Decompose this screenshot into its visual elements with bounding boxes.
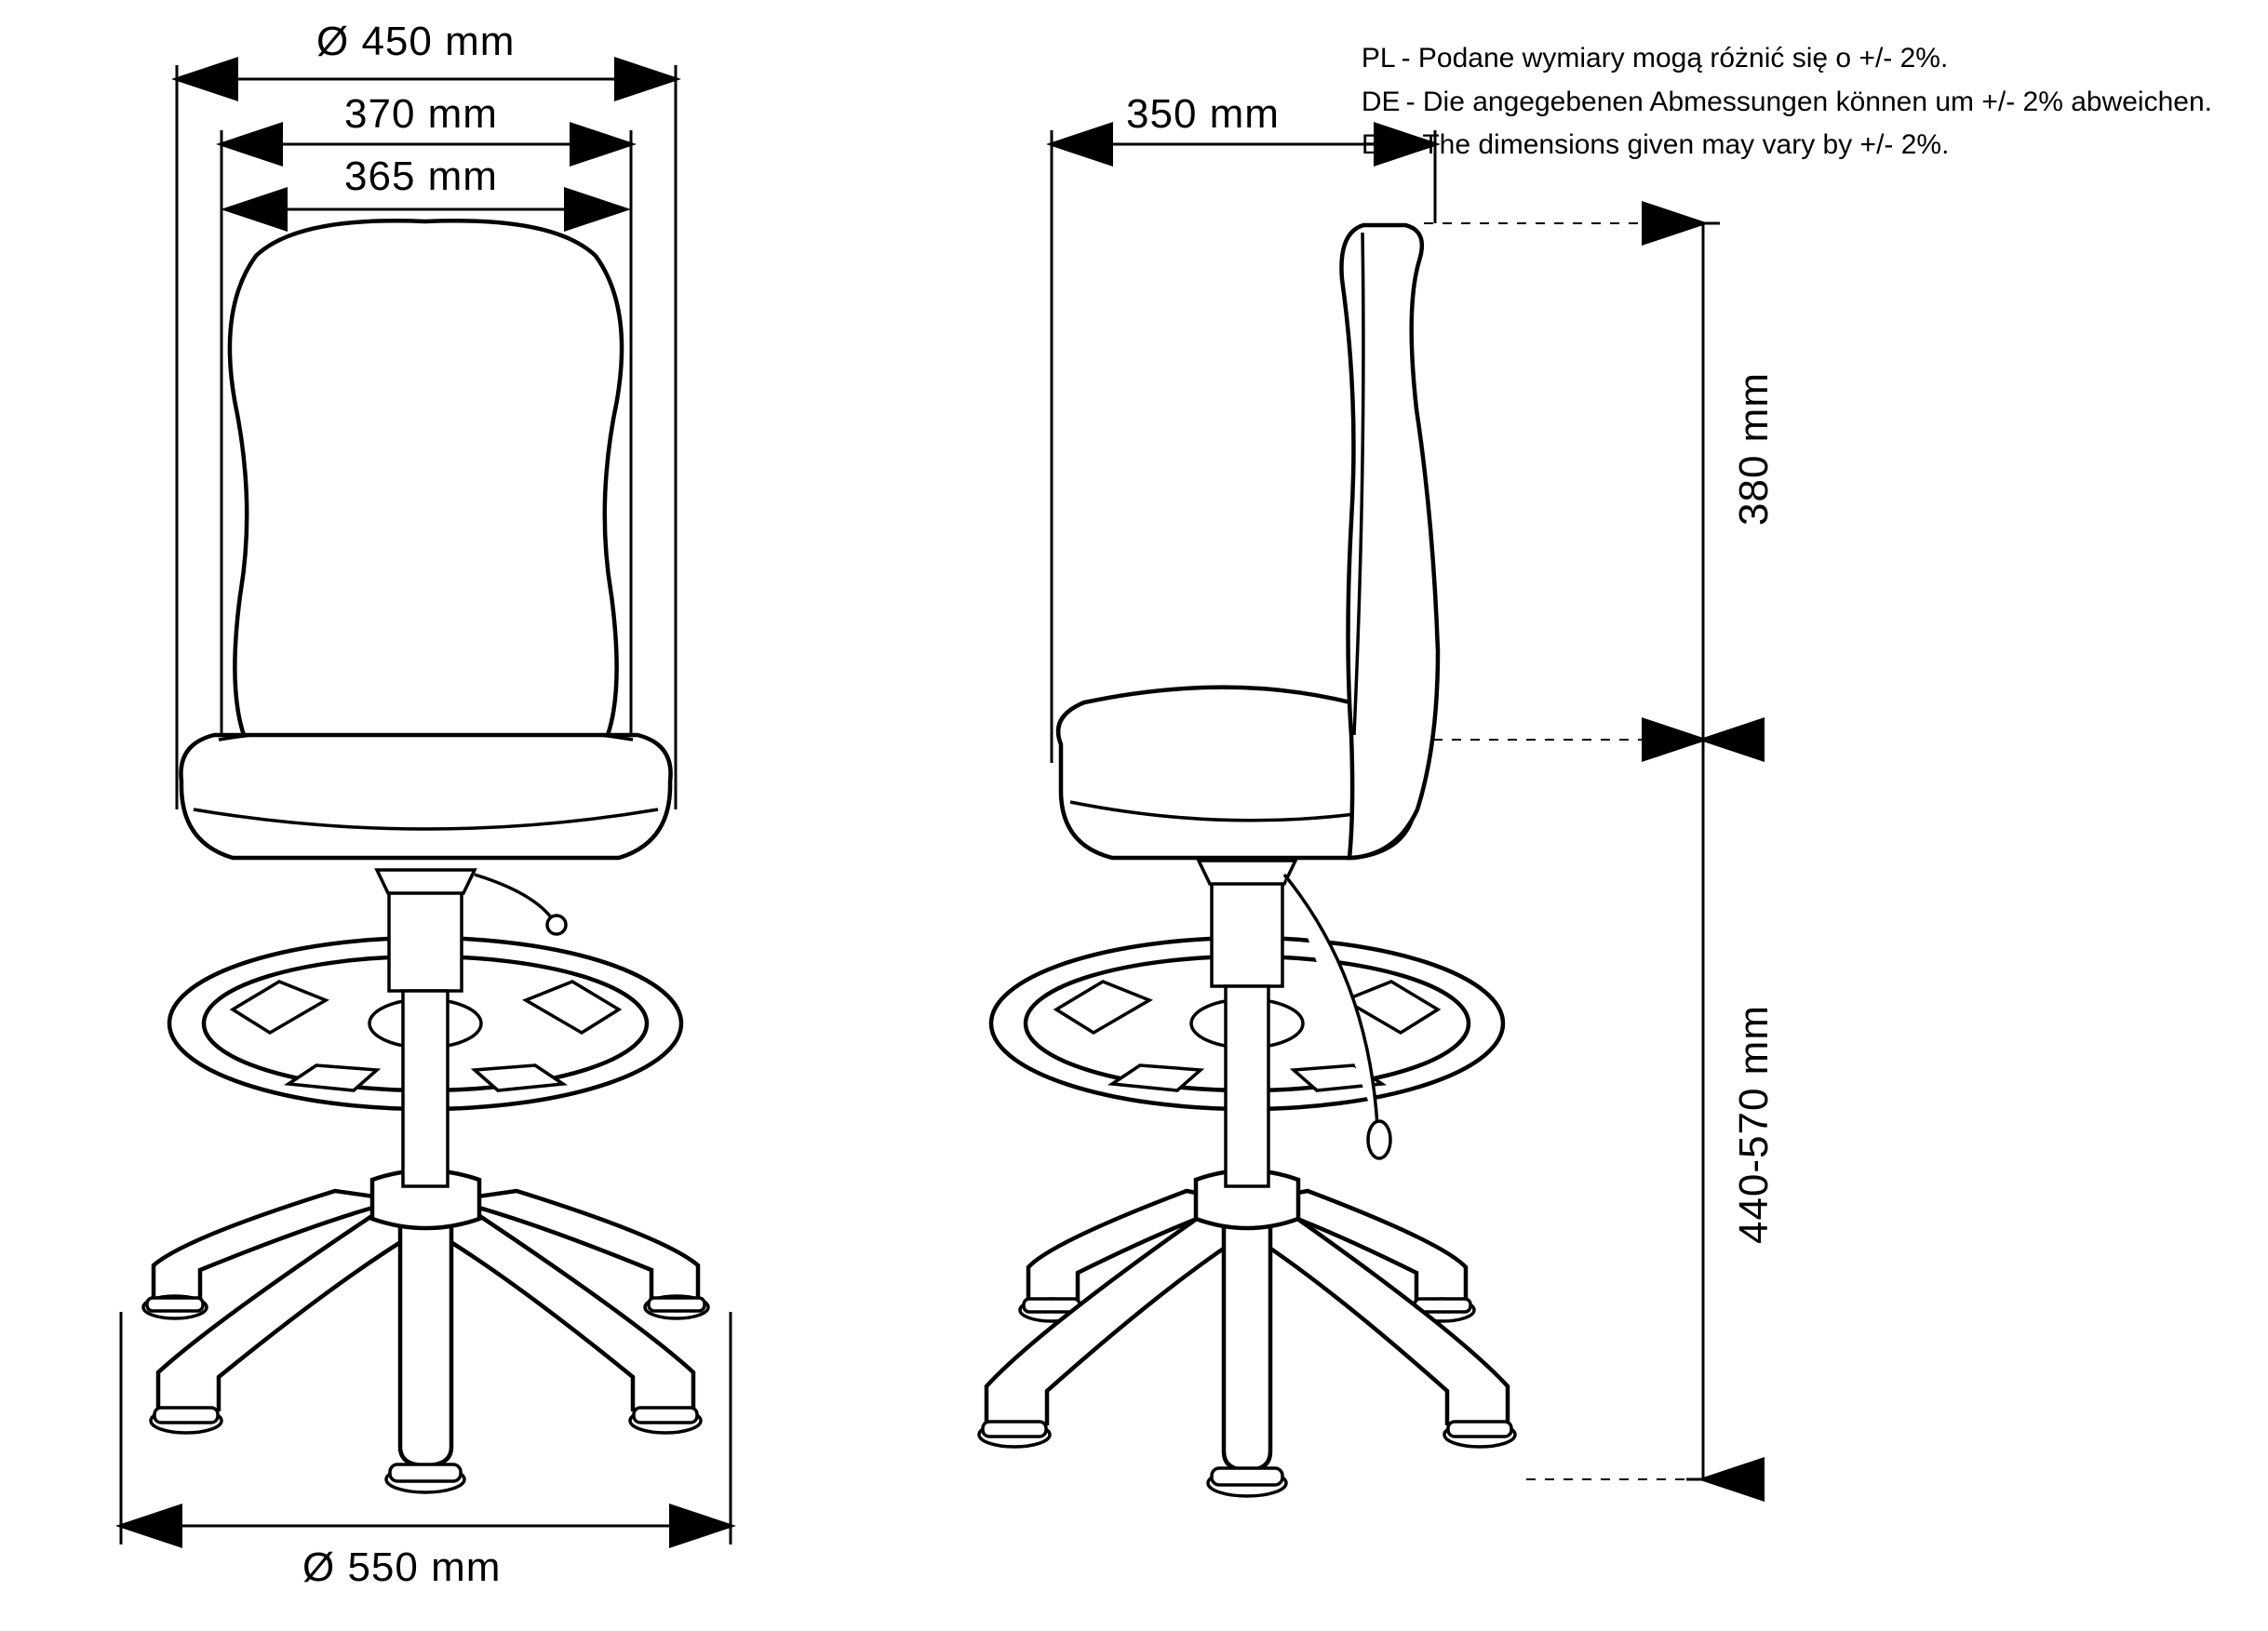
front-view (121, 65, 731, 1544)
chair-drawing (0, 0, 2268, 1631)
side-view (979, 130, 1720, 1496)
